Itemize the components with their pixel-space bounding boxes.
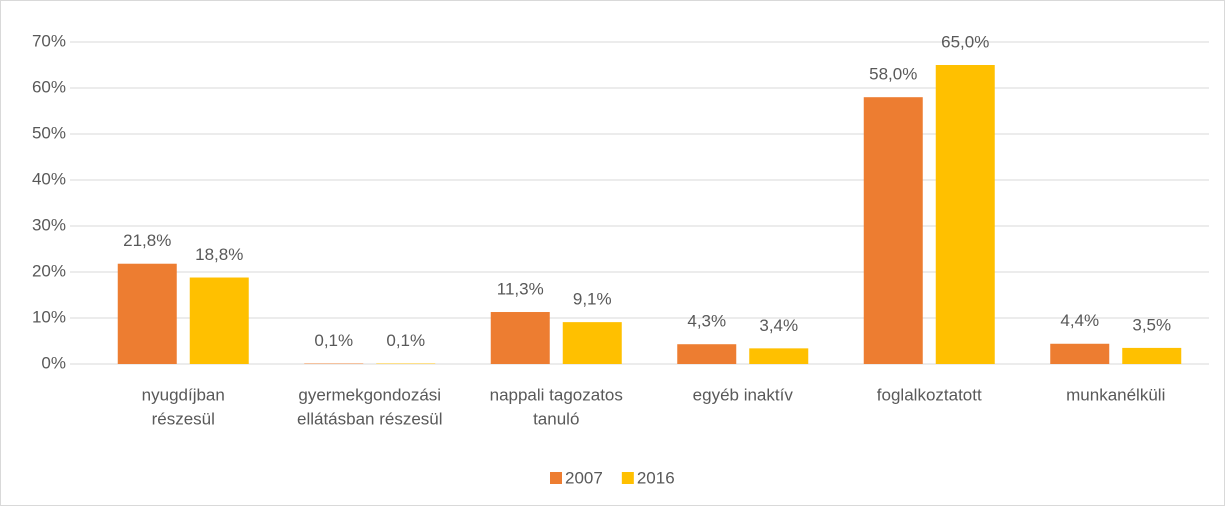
bar: [562, 322, 622, 364]
value-label: 3,4%: [759, 316, 798, 335]
bar: [935, 65, 995, 364]
bar: [677, 344, 737, 364]
bar: [117, 263, 177, 364]
y-tick-label: 60%: [32, 77, 66, 96]
value-label: 9,1%: [573, 290, 612, 309]
legend-label: 2007: [565, 468, 603, 487]
bar: [1050, 343, 1110, 364]
legend-swatch: [550, 472, 562, 484]
value-label: 21,8%: [123, 231, 171, 250]
y-tick-label: 0%: [41, 353, 66, 372]
x-tick-label: részesül: [152, 409, 215, 428]
value-label: 4,4%: [1060, 311, 1099, 330]
value-label: 0,1%: [386, 331, 425, 350]
y-tick-label: 10%: [32, 307, 66, 326]
y-tick-label: 40%: [32, 169, 66, 188]
value-label: 18,8%: [195, 245, 243, 264]
value-label: 65,0%: [941, 32, 989, 51]
x-tick-label: tanuló: [533, 409, 579, 428]
x-tick-label: gyermekgondozási: [298, 385, 441, 404]
x-tick-label: foglalkoztatott: [877, 385, 982, 404]
x-tick-label: egyéb inaktív: [693, 385, 794, 404]
value-label: 4,3%: [687, 312, 726, 331]
bar: [863, 97, 923, 364]
bar: [189, 277, 249, 364]
x-tick-label: nappali tagozatos: [490, 385, 623, 404]
legend-label: 2016: [637, 468, 675, 487]
x-tick-label: nyugdíjban: [142, 385, 225, 404]
bar: [1122, 347, 1182, 364]
y-tick-label: 30%: [32, 215, 66, 234]
value-label: 58,0%: [869, 65, 917, 84]
y-tick-label: 20%: [32, 261, 66, 280]
x-tick-label: munkanélküli: [1066, 385, 1165, 404]
bar: [490, 312, 550, 364]
y-tick-label: 50%: [32, 123, 66, 142]
x-tick-label: ellátásban részesül: [297, 409, 443, 428]
legend-swatch: [621, 472, 634, 484]
value-label: 11,3%: [497, 280, 544, 299]
value-label: 0,1%: [314, 331, 353, 350]
y-tick-label: 70%: [32, 31, 66, 50]
bar: [749, 348, 809, 364]
value-label: 3,5%: [1132, 315, 1171, 334]
